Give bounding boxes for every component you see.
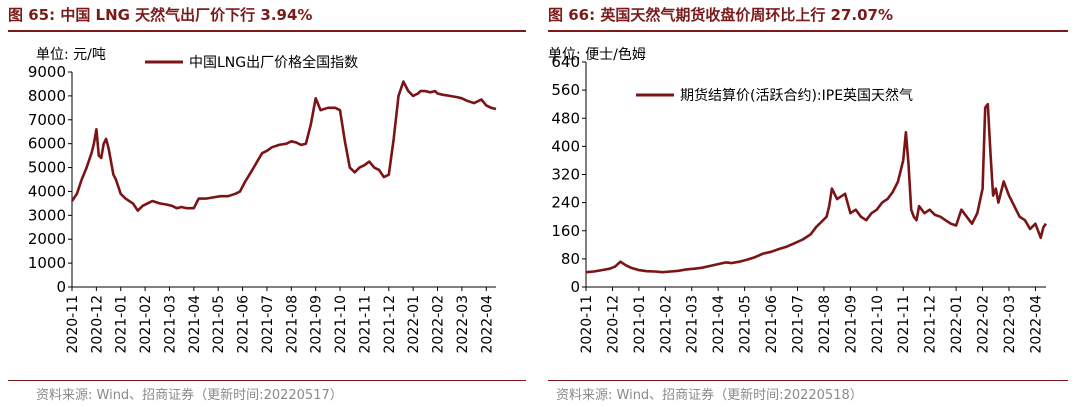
x-tick-label: 2021-12 xyxy=(382,295,398,354)
series-line xyxy=(70,80,497,212)
y-tick-label: 5000 xyxy=(28,159,66,177)
y-tick-label: 640 xyxy=(551,53,580,71)
left-source-rule xyxy=(8,380,526,381)
x-tick-label: 2021-07 xyxy=(790,295,806,354)
y-tick-label: 2000 xyxy=(28,230,66,248)
y-tick-label: 0 xyxy=(56,278,66,296)
x-tick-label: 2021-06 xyxy=(764,295,780,354)
x-tick-label: 2021-08 xyxy=(817,295,833,354)
x-tick-label: 2021-11 xyxy=(357,295,373,354)
x-tick-label: 2021-03 xyxy=(162,295,178,354)
x-tick-label: 2022-03 xyxy=(1002,295,1018,354)
x-tick-label: 2022-01 xyxy=(949,295,965,354)
right-source-note: 资料来源: Wind、招商证券（更新时间:20220518） xyxy=(556,388,863,403)
y-tick-label: 480 xyxy=(551,109,580,127)
x-tick-label: 2021-06 xyxy=(236,295,252,354)
y-tick-label: 4000 xyxy=(28,182,66,200)
x-tick-label: 2022-04 xyxy=(479,295,495,354)
left-chart-title: 图 65: 中国 LNG 天然气出厂价下行 3.94% xyxy=(8,6,313,24)
y-tick-label: 3000 xyxy=(28,206,66,224)
y-tick-label: 1000 xyxy=(28,254,66,272)
y-tick-label: 9000 xyxy=(28,63,66,81)
x-tick-label: 2021-07 xyxy=(260,295,276,354)
y-tick-label: 8000 xyxy=(28,87,66,105)
x-tick-label: 2021-04 xyxy=(711,295,727,354)
x-tick-label: 2021-11 xyxy=(896,295,912,354)
x-tick-label: 2021-09 xyxy=(843,295,859,354)
y-tick-label: 0 xyxy=(570,278,580,296)
x-tick-label: 2022-04 xyxy=(1028,295,1044,354)
x-tick-label: 2021-10 xyxy=(333,295,349,354)
x-tick-label: 2021-02 xyxy=(658,295,674,354)
y-tick-label: 400 xyxy=(551,137,580,155)
x-tick-label: 2021-05 xyxy=(738,295,754,354)
x-tick-label: 2021-01 xyxy=(632,295,648,354)
x-tick-label: 2022-02 xyxy=(976,295,992,354)
y-tick-label: 160 xyxy=(551,222,580,240)
y-tick-label: 240 xyxy=(551,194,580,212)
left-title-rule xyxy=(8,30,526,32)
series-line xyxy=(585,102,1048,274)
x-tick-label: 2021-05 xyxy=(211,295,227,354)
right-title-rule xyxy=(548,30,1068,32)
right-source-rule xyxy=(548,380,1068,381)
right-chart: 0 80 160 240 320 400 480 560 640 2020-11 2020-12 20… xyxy=(551,53,1048,354)
x-tick-label: 2021-02 xyxy=(138,295,154,354)
y-tick-label: 320 xyxy=(551,166,580,184)
left-chart: 0 1000 2000 3000 4000 5000 6000 7000 8000 9000 202… xyxy=(28,54,497,354)
x-tick-label: 2022-03 xyxy=(455,295,471,354)
x-tick-label: 2021-08 xyxy=(284,295,300,354)
x-tick-label: 2021-04 xyxy=(187,295,203,354)
left-source-note: 资料来源: Wind、招商证券（更新时间:20220517） xyxy=(36,388,343,403)
right-unit-label: 单位: 便士/色姆 xyxy=(548,47,646,63)
y-tick-label: 7000 xyxy=(28,111,66,129)
x-tick-label: 2020-11 xyxy=(579,295,595,354)
y-tick-label: 80 xyxy=(561,250,580,268)
x-tick-label: 2021-09 xyxy=(309,295,325,354)
legend-label: 期货结算价(活跃合约):IPE英国天然气 xyxy=(680,87,913,104)
x-tick-label: 2021-03 xyxy=(685,295,701,354)
x-tick-label: 2021-12 xyxy=(923,295,939,354)
y-tick-label: 560 xyxy=(551,81,580,99)
left-unit-label: 单位: 元/吨 xyxy=(36,47,106,63)
y-tick-label: 6000 xyxy=(28,135,66,153)
x-tick-label: 2022-02 xyxy=(431,295,447,354)
x-tick-label: 2022-01 xyxy=(406,295,422,354)
x-tick-label: 2020-12 xyxy=(89,295,105,354)
x-tick-label: 2020-11 xyxy=(65,295,81,354)
x-tick-label: 2021-10 xyxy=(870,295,886,354)
x-tick-label: 2021-01 xyxy=(114,295,130,354)
legend-label: 中国LNG出厂价格全国指数 xyxy=(189,54,358,71)
x-tick-label: 2020-12 xyxy=(605,295,621,354)
right-chart-title: 图 66: 英国天然气期货收盘价周环比上行 27.07% xyxy=(548,6,894,24)
